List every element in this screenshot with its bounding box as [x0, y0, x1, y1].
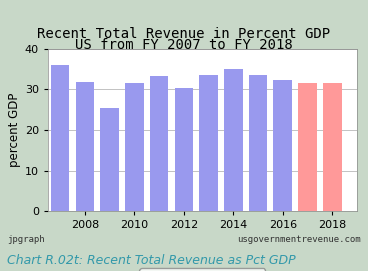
Bar — [51, 65, 70, 211]
Y-axis label: percent GDP: percent GDP — [7, 93, 21, 167]
Bar — [273, 80, 292, 211]
Bar — [100, 108, 119, 211]
Bar — [298, 82, 317, 211]
Text: US from FY 2007 to FY 2018: US from FY 2007 to FY 2018 — [75, 38, 293, 52]
Bar — [199, 75, 218, 211]
Text: jpgraph: jpgraph — [7, 235, 45, 244]
Text: usgovernmentrevenue.com: usgovernmentrevenue.com — [237, 235, 361, 244]
Bar — [125, 83, 144, 211]
Bar — [249, 75, 267, 211]
Text: Recent Total Revenue in Percent GDP: Recent Total Revenue in Percent GDP — [38, 27, 330, 41]
Legend: act., est.: act., est. — [139, 269, 265, 271]
Bar — [323, 82, 342, 211]
Text: Chart R.02t: Recent Total Revenue as Pct GDP: Chart R.02t: Recent Total Revenue as Pct… — [7, 254, 296, 267]
Bar — [174, 88, 193, 211]
Bar — [150, 76, 169, 211]
Bar — [224, 69, 243, 211]
Bar — [76, 82, 94, 211]
